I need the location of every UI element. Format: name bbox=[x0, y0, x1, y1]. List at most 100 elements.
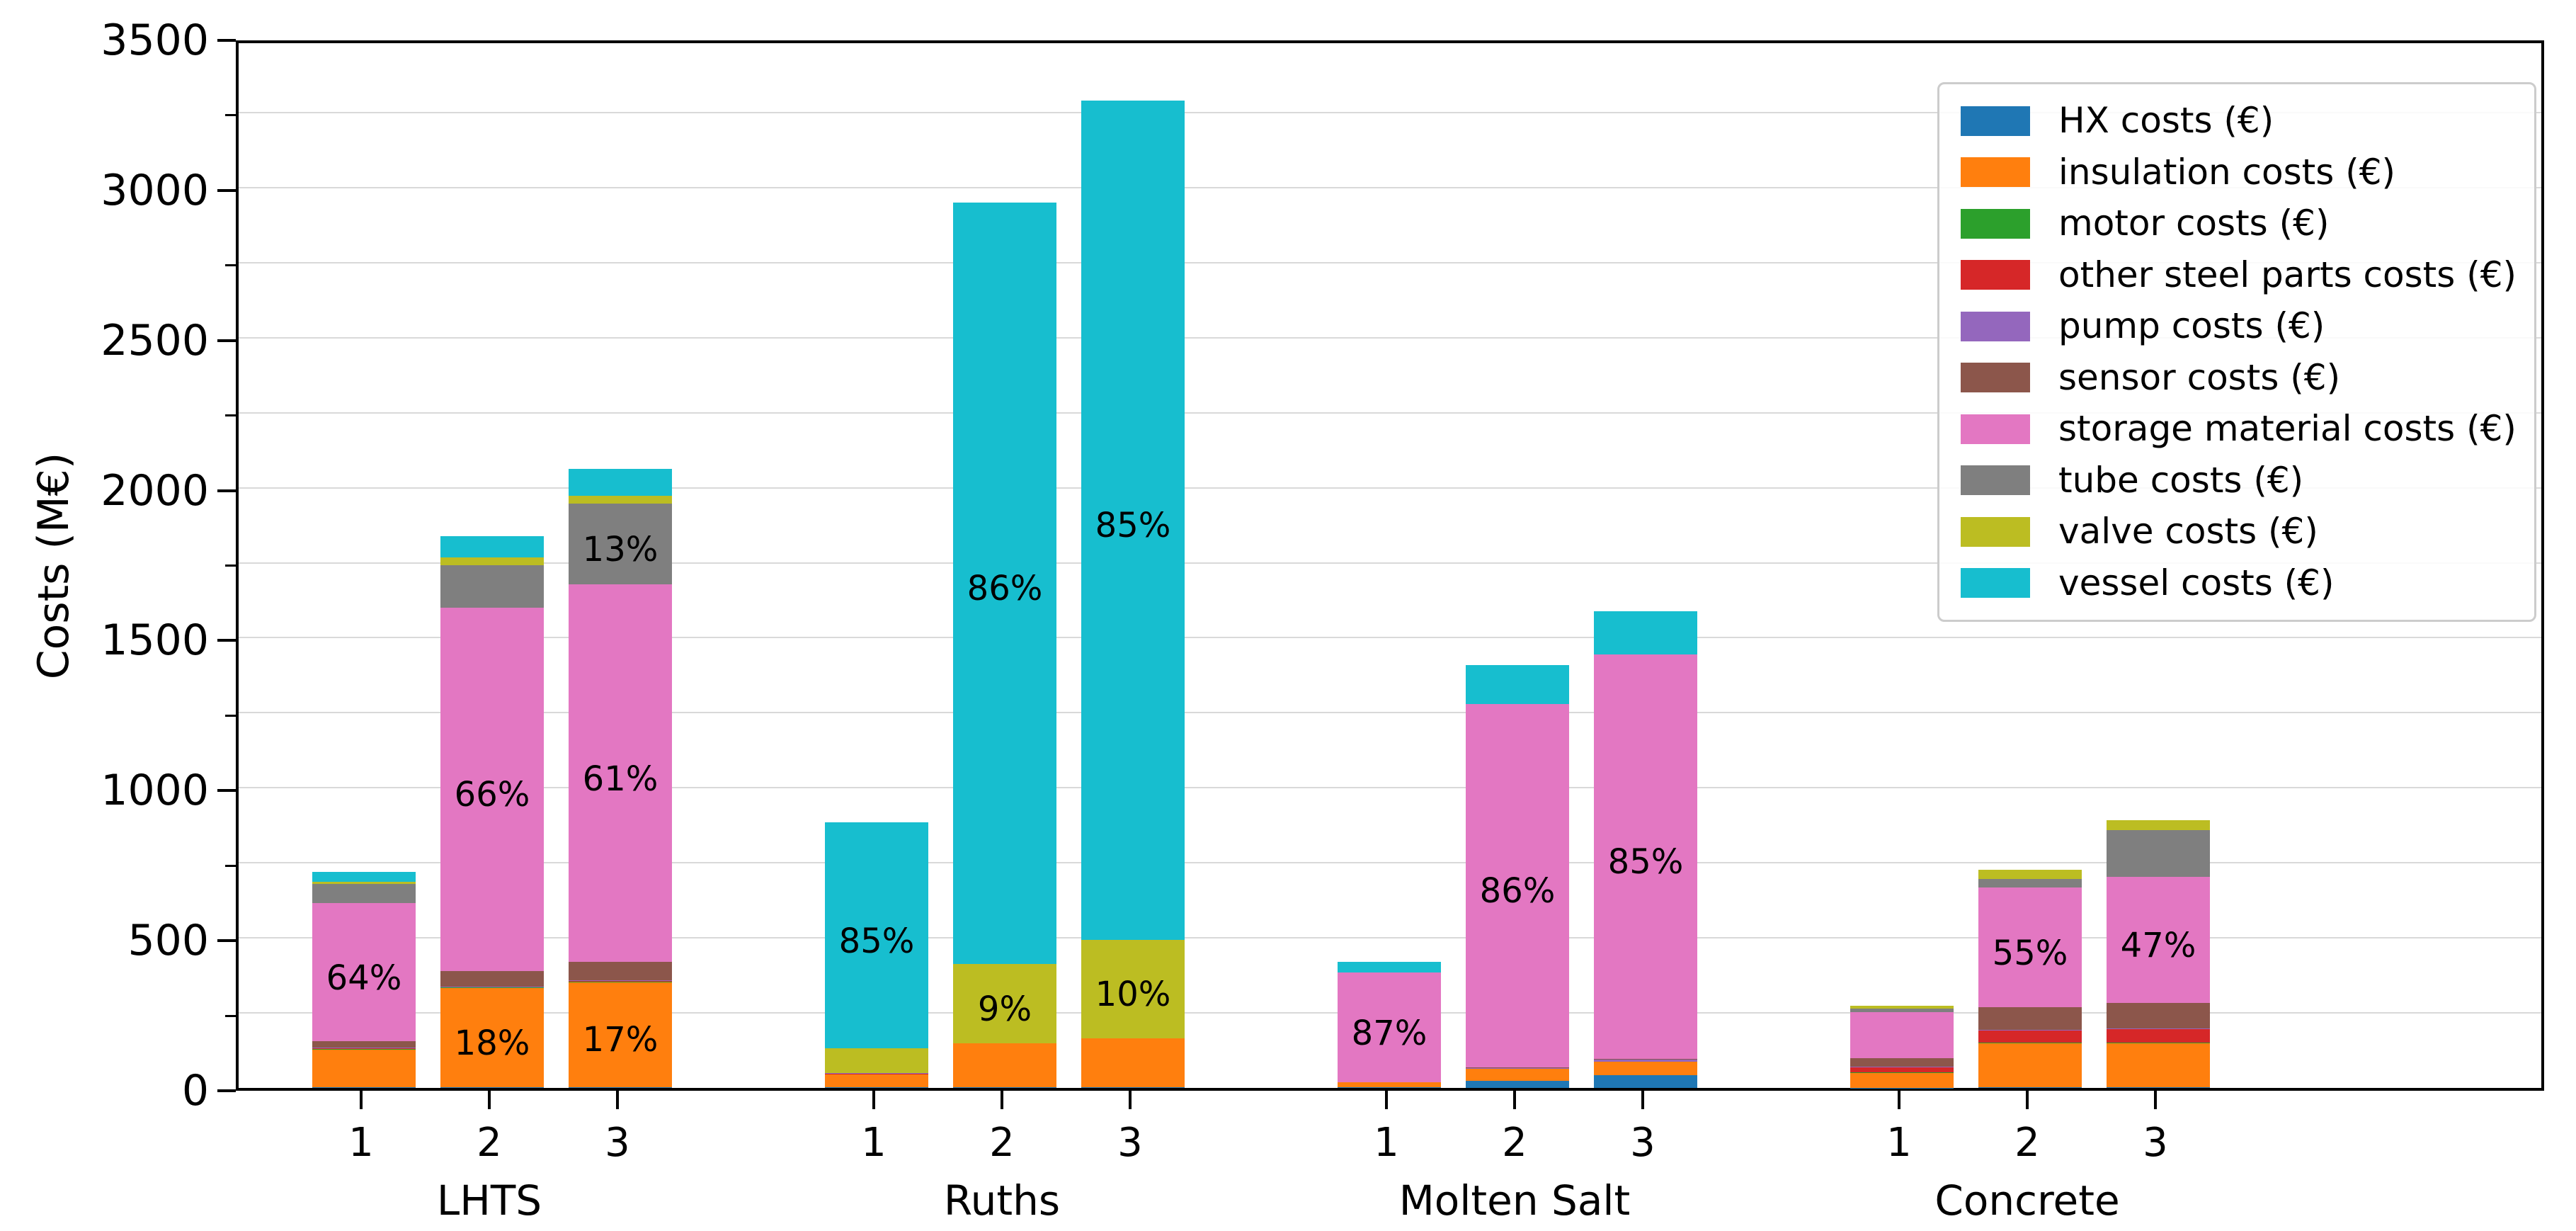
bar-segment-valve bbox=[1978, 869, 2082, 880]
x-tick-label: 2 bbox=[989, 1120, 1015, 1166]
legend-color-swatch bbox=[1961, 363, 2030, 393]
legend-item: insulation costs (€) bbox=[1961, 152, 2513, 192]
bar bbox=[440, 38, 544, 1088]
bar-segment-hx bbox=[440, 1087, 544, 1088]
bar-segment-insulation bbox=[1978, 1043, 2082, 1088]
bar-segment-hx bbox=[1081, 1087, 1185, 1088]
bar-segment-tube bbox=[2107, 830, 2210, 878]
bar-segment-pump bbox=[1594, 1059, 1697, 1062]
y-major-tick-mark bbox=[217, 639, 236, 642]
bar bbox=[312, 38, 416, 1088]
bar-segment-insulation bbox=[825, 1074, 928, 1088]
segment-percent-label: 17% bbox=[582, 1020, 659, 1060]
y-minor-tick-mark bbox=[225, 114, 236, 117]
bar-segment-sensor bbox=[1594, 1058, 1697, 1060]
y-minor-tick-mark bbox=[225, 264, 236, 267]
legend-item-label: other steel parts costs (€) bbox=[2058, 254, 2517, 295]
bar-segment-tube bbox=[440, 565, 544, 608]
gridline bbox=[239, 261, 2541, 263]
bar-segment-insulation bbox=[1850, 1072, 1954, 1088]
segment-percent-label: 18% bbox=[454, 1023, 530, 1063]
bar-segment-hx bbox=[1978, 1087, 2082, 1088]
x-tick-label: 1 bbox=[861, 1120, 887, 1166]
group-label: Concrete bbox=[1934, 1176, 2120, 1225]
bar bbox=[1466, 38, 1569, 1088]
bar-segment-valve bbox=[1081, 939, 1185, 1039]
bar bbox=[1081, 38, 1185, 1088]
x-tick-mark bbox=[360, 1091, 363, 1109]
bar-segment-other_steel bbox=[569, 980, 672, 982]
legend-item-label: sensor costs (€) bbox=[2058, 356, 2341, 398]
legend-item: valve costs (€) bbox=[1961, 512, 2513, 551]
x-tick-mark bbox=[1641, 1091, 1644, 1109]
bar-segment-storage bbox=[1850, 1012, 1954, 1059]
segment-percent-label: 66% bbox=[454, 775, 530, 815]
legend-item: pump costs (€) bbox=[1961, 307, 2513, 346]
bar-segment-storage bbox=[440, 607, 544, 972]
legend-item-label: valve costs (€) bbox=[2058, 511, 2318, 552]
x-tick-label: 2 bbox=[2014, 1120, 2040, 1166]
bar-segment-vessel bbox=[1081, 100, 1185, 940]
bar-segment-vessel bbox=[440, 536, 544, 558]
y-tick-label: 1000 bbox=[101, 766, 209, 816]
bar-segment-other_steel bbox=[2107, 1028, 2210, 1043]
y-minor-tick-mark bbox=[225, 414, 236, 417]
bar bbox=[2107, 38, 2210, 1088]
y-tick-label: 3500 bbox=[101, 16, 209, 65]
x-tick-label: 3 bbox=[605, 1120, 630, 1166]
bar bbox=[569, 38, 672, 1088]
gridline bbox=[239, 412, 2541, 414]
bar bbox=[1978, 38, 2082, 1088]
bar-segment-tube bbox=[569, 504, 672, 585]
y-tick-label: 3000 bbox=[101, 165, 209, 215]
bar-segment-insulation bbox=[1466, 1069, 1569, 1082]
x-tick-mark bbox=[1129, 1091, 1132, 1109]
bar bbox=[825, 38, 928, 1088]
legend-item: motor costs (€) bbox=[1961, 204, 2513, 243]
x-tick-mark bbox=[1001, 1091, 1003, 1109]
segment-percent-label: 85% bbox=[1095, 506, 1171, 546]
bar-segment-insulation bbox=[312, 1048, 416, 1088]
legend-color-swatch bbox=[1961, 311, 2030, 341]
legend-item: vessel costs (€) bbox=[1961, 563, 2513, 603]
bar-segment-storage bbox=[569, 584, 672, 963]
legend: HX costs (€) insulation costs (€) motor co… bbox=[1937, 82, 2536, 622]
legend-item: HX costs (€) bbox=[1961, 101, 2513, 140]
bar-segment-insulation bbox=[1594, 1062, 1697, 1076]
y-major-tick-mark bbox=[217, 339, 236, 342]
bar-segment-pump bbox=[1466, 1068, 1569, 1070]
bar-segment-sensor bbox=[569, 962, 672, 981]
legend-item: other steel parts costs (€) bbox=[1961, 255, 2517, 295]
bar-segment-sensor bbox=[2107, 1003, 2210, 1029]
x-tick-label: 1 bbox=[1886, 1120, 1912, 1166]
bar-segment-vessel bbox=[569, 469, 672, 497]
gridline bbox=[239, 862, 2541, 864]
x-tick-mark bbox=[616, 1091, 619, 1109]
x-tick-mark bbox=[488, 1091, 491, 1109]
bar-segment-hx bbox=[825, 1087, 928, 1088]
x-tick-mark bbox=[1513, 1091, 1516, 1109]
x-tick-mark bbox=[872, 1091, 875, 1109]
segment-percent-label: 87% bbox=[1351, 1013, 1427, 1053]
bar-segment-insulation bbox=[440, 987, 544, 1087]
bar-segment-hx bbox=[312, 1087, 416, 1088]
group-label: Molten Salt bbox=[1398, 1176, 1631, 1225]
legend-color-swatch bbox=[1961, 568, 2030, 599]
bar-segment-valve bbox=[312, 881, 416, 885]
x-tick-label: 2 bbox=[477, 1120, 502, 1166]
bar-segment-sensor bbox=[1978, 1007, 2082, 1031]
bar-segment-hx bbox=[1338, 1087, 1441, 1088]
bar-segment-tube bbox=[312, 884, 416, 904]
segment-percent-label: 86% bbox=[967, 569, 1043, 609]
legend-color-swatch bbox=[1961, 208, 2030, 239]
y-minor-tick-mark bbox=[225, 864, 236, 867]
y-tick-label: 0 bbox=[181, 1066, 209, 1116]
gridline bbox=[239, 336, 2541, 339]
bar bbox=[1594, 38, 1697, 1088]
legend-item-label: motor costs (€) bbox=[2058, 203, 2330, 244]
legend-color-swatch bbox=[1961, 516, 2030, 547]
gridline bbox=[239, 712, 2541, 714]
bar-segment-insulation bbox=[1081, 1038, 1185, 1087]
bar-segment-other_steel bbox=[1978, 1030, 2082, 1043]
legend-item-label: storage material costs (€) bbox=[2058, 408, 2517, 450]
